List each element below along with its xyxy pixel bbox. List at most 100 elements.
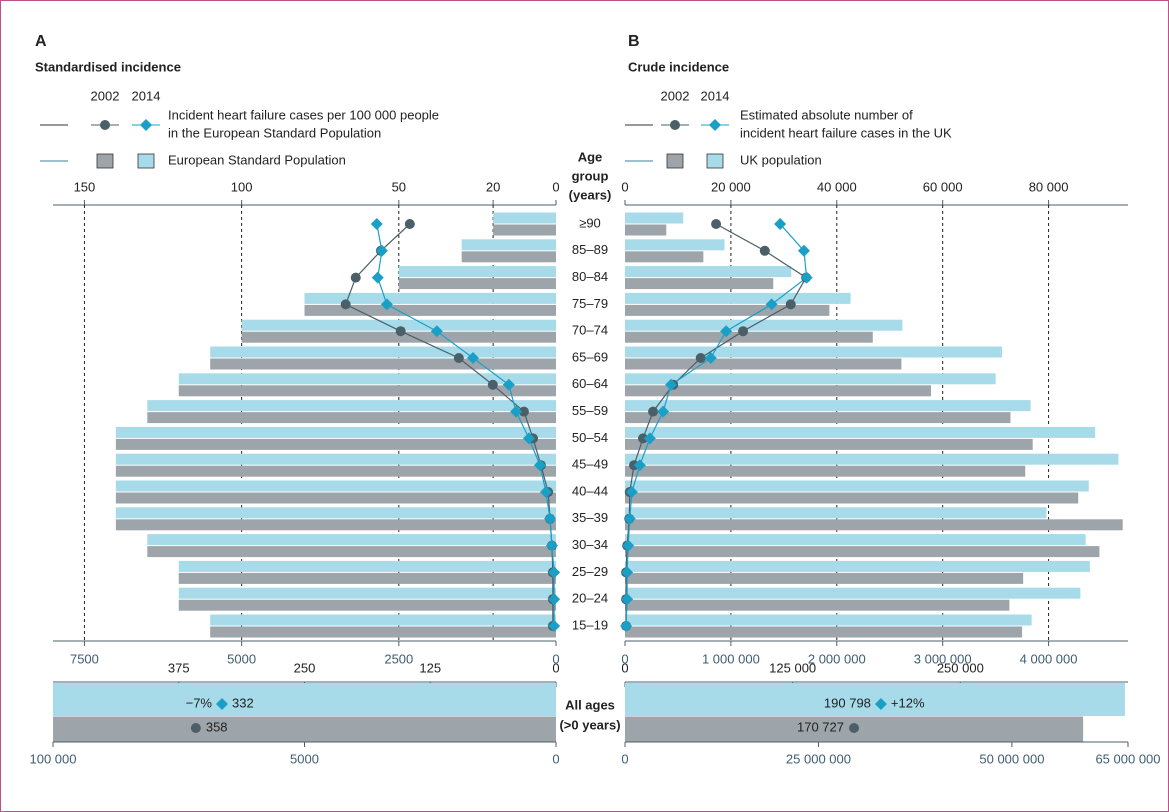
legend-text: in the European Standard Population bbox=[168, 125, 381, 140]
bar bbox=[625, 319, 903, 331]
category-label: 70–74 bbox=[572, 323, 608, 338]
value-label: 332 bbox=[232, 695, 254, 710]
bar bbox=[625, 426, 1096, 438]
tick-label: 1 000 000 bbox=[702, 651, 760, 666]
tick-label: 0 bbox=[621, 751, 628, 766]
legend-swatch bbox=[96, 153, 114, 169]
bar bbox=[625, 560, 1090, 572]
tick-label: 2 000 000 bbox=[808, 651, 866, 666]
tick-label: 100 000 bbox=[30, 751, 77, 766]
tick-label: 3 000 000 bbox=[914, 651, 972, 666]
point bbox=[695, 353, 706, 363]
bar bbox=[53, 716, 556, 742]
bar bbox=[53, 683, 556, 716]
point bbox=[548, 566, 561, 579]
point bbox=[797, 244, 810, 257]
panel-title: Crude incidence bbox=[628, 59, 729, 74]
point bbox=[487, 379, 498, 390]
bar bbox=[178, 560, 556, 572]
legend-swatch bbox=[137, 153, 155, 169]
category-label: 65–69 bbox=[572, 349, 608, 364]
bar bbox=[625, 438, 1033, 450]
category-label: 75–79 bbox=[572, 296, 608, 311]
line bbox=[344, 223, 554, 626]
legend-year: 2002 bbox=[91, 88, 120, 103]
point bbox=[544, 512, 557, 525]
bar bbox=[241, 331, 556, 343]
tick-label: 0 bbox=[621, 660, 628, 675]
all-ages-title: (>0 years) bbox=[559, 717, 620, 732]
bar bbox=[210, 358, 556, 370]
category-label: 55–59 bbox=[572, 403, 608, 418]
point bbox=[404, 219, 415, 229]
category-label: 50–54 bbox=[572, 430, 608, 445]
bar bbox=[625, 212, 684, 224]
category-title: (years) bbox=[569, 187, 612, 202]
legend-swatch bbox=[666, 153, 684, 169]
legend-marker bbox=[100, 120, 110, 130]
line bbox=[625, 223, 807, 626]
point bbox=[704, 352, 717, 364]
bar bbox=[625, 224, 667, 236]
bar bbox=[625, 626, 1023, 638]
point bbox=[539, 486, 552, 498]
bar bbox=[115, 453, 556, 465]
point bbox=[453, 353, 464, 363]
category-label: 35–39 bbox=[572, 510, 608, 525]
point bbox=[190, 723, 201, 733]
bar bbox=[461, 239, 556, 251]
bar bbox=[625, 599, 1010, 611]
point bbox=[638, 433, 649, 444]
tick-label: 0 bbox=[621, 179, 628, 194]
panel-label: A bbox=[35, 33, 47, 50]
bar bbox=[493, 224, 556, 236]
category-label: 45–49 bbox=[572, 457, 608, 472]
point bbox=[216, 698, 229, 710]
bar bbox=[625, 507, 1047, 519]
bar bbox=[115, 492, 556, 504]
bar bbox=[625, 465, 1026, 477]
bar bbox=[625, 519, 1123, 531]
point bbox=[370, 218, 383, 230]
value-label: 190 798 bbox=[824, 695, 871, 710]
change-label: −7% bbox=[186, 695, 213, 710]
bar bbox=[625, 385, 932, 397]
bar bbox=[625, 266, 792, 278]
value-label: 358 bbox=[206, 719, 228, 734]
bar bbox=[625, 304, 830, 316]
legend-marker bbox=[140, 119, 152, 131]
tick-label: 250 000 bbox=[937, 660, 984, 675]
bar bbox=[115, 507, 556, 519]
point bbox=[874, 698, 887, 710]
point bbox=[621, 566, 634, 579]
point bbox=[375, 244, 388, 257]
legend-text: Estimated absolute number of bbox=[740, 107, 913, 122]
bar bbox=[625, 546, 1100, 558]
category-label: 60–64 bbox=[572, 376, 608, 391]
point bbox=[380, 298, 393, 311]
tick-label: 0 bbox=[552, 660, 559, 675]
panel-title: Standardised incidence bbox=[35, 59, 181, 74]
point bbox=[502, 378, 515, 391]
category-label: 85–89 bbox=[572, 242, 608, 257]
bar bbox=[625, 412, 1011, 424]
tick-label: 80 000 bbox=[1029, 179, 1069, 194]
bar bbox=[625, 534, 1086, 546]
bar bbox=[178, 587, 556, 599]
tick-label: 125 bbox=[419, 660, 441, 675]
point bbox=[633, 459, 646, 472]
tick-label: 40 000 bbox=[817, 179, 857, 194]
bar bbox=[304, 292, 556, 304]
legend-year: 2014 bbox=[701, 88, 730, 103]
category-title: group bbox=[572, 168, 609, 183]
legend-marker bbox=[709, 119, 721, 131]
bar bbox=[210, 614, 556, 626]
point bbox=[548, 620, 561, 632]
point bbox=[533, 459, 546, 472]
point bbox=[621, 593, 634, 606]
legend-swatch bbox=[706, 153, 724, 169]
legend-year: 2002 bbox=[661, 88, 690, 103]
bar bbox=[178, 373, 556, 385]
bar bbox=[115, 480, 556, 492]
tick-label: 20 bbox=[486, 179, 500, 194]
